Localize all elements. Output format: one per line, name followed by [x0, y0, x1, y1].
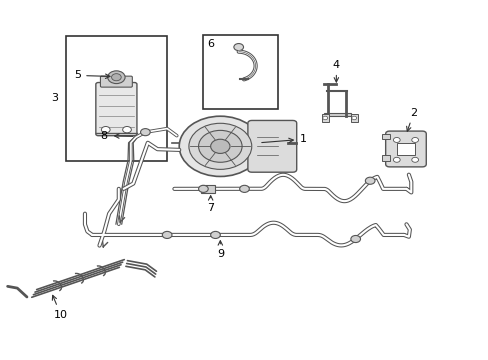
Text: 8: 8	[101, 131, 133, 141]
Circle shape	[188, 123, 251, 169]
Circle shape	[411, 157, 418, 162]
Circle shape	[351, 116, 356, 120]
Circle shape	[210, 139, 229, 153]
Circle shape	[198, 130, 242, 162]
Circle shape	[322, 116, 327, 120]
FancyBboxPatch shape	[247, 121, 296, 172]
Circle shape	[365, 177, 374, 184]
Text: 3: 3	[51, 94, 58, 103]
Circle shape	[393, 157, 399, 162]
Circle shape	[350, 235, 360, 243]
Circle shape	[233, 44, 243, 51]
Bar	[201, 185, 215, 193]
FancyBboxPatch shape	[385, 131, 426, 167]
Circle shape	[122, 126, 131, 133]
Text: 7: 7	[207, 196, 214, 213]
Circle shape	[393, 138, 399, 143]
FancyBboxPatch shape	[100, 76, 132, 87]
Text: 10: 10	[52, 295, 68, 320]
Bar	[396, 143, 414, 155]
FancyBboxPatch shape	[96, 82, 137, 136]
Circle shape	[179, 116, 261, 176]
Text: 5: 5	[74, 71, 110, 80]
Circle shape	[162, 231, 172, 238]
Text: 1: 1	[261, 134, 306, 144]
Bar	[321, 114, 328, 122]
Circle shape	[101, 126, 110, 133]
Bar	[382, 155, 389, 161]
Circle shape	[111, 74, 121, 81]
Text: 2: 2	[406, 108, 416, 131]
Bar	[65, 36, 167, 161]
Circle shape	[239, 185, 249, 192]
Circle shape	[210, 231, 220, 238]
Bar	[350, 114, 357, 122]
Circle shape	[140, 129, 150, 136]
Bar	[382, 134, 389, 139]
Text: 6: 6	[207, 39, 214, 49]
Text: 4: 4	[332, 60, 339, 82]
Circle shape	[107, 71, 125, 84]
Text: 9: 9	[216, 241, 224, 260]
Bar	[324, 113, 350, 116]
Bar	[203, 35, 278, 109]
Circle shape	[411, 138, 418, 143]
Circle shape	[198, 185, 208, 192]
